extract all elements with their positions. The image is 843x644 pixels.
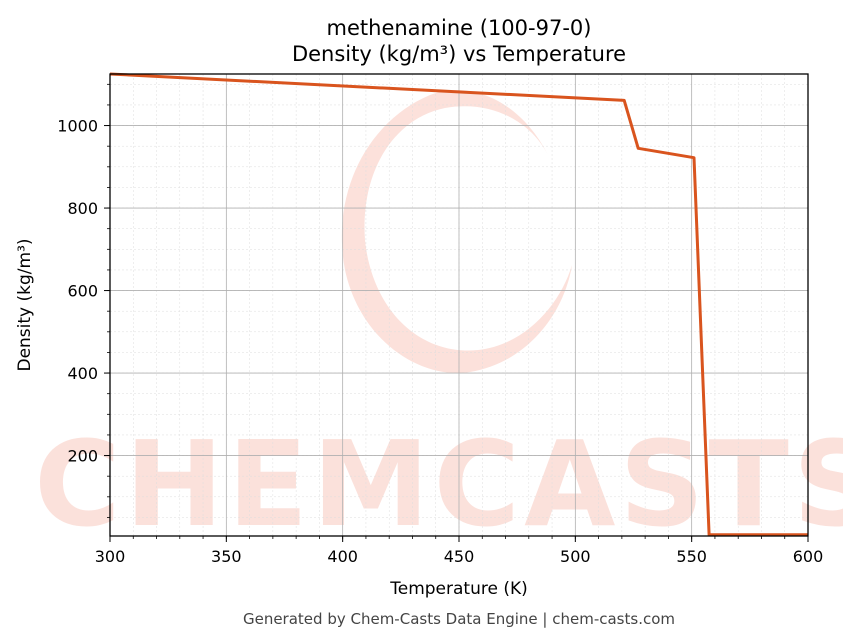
x-tick-label: 450 — [444, 547, 475, 566]
y-tick-label: 800 — [67, 199, 98, 218]
watermark: CHEMCASTS — [34, 90, 843, 553]
watermark-logo-swirl — [341, 90, 572, 374]
y-tick-label: 1000 — [57, 117, 98, 136]
x-axis-label: Temperature (K) — [389, 579, 528, 599]
x-tick-label: 350 — [211, 547, 242, 566]
y-tick-label: 200 — [67, 447, 98, 466]
x-tick-label: 550 — [676, 547, 707, 566]
x-tick-label: 400 — [327, 547, 358, 566]
x-tick-label: 500 — [560, 547, 591, 566]
footer-credit: Generated by Chem-Casts Data Engine | ch… — [243, 610, 675, 628]
y-tick-label: 400 — [67, 364, 98, 383]
chart-title-line-2: Density (kg/m³) vs Temperature — [292, 42, 626, 66]
chart-title-line-1: methenamine (100-97-0) — [327, 16, 592, 40]
x-tick-label: 600 — [793, 547, 824, 566]
x-tick-label: 300 — [95, 547, 126, 566]
axis-ticks: 300 350 400 450 500 550 600 200 400 600 800 1000 — [57, 83, 824, 566]
y-axis-label: Density (kg/m³) — [15, 238, 35, 371]
series-layer — [109, 72, 808, 537]
watermark-text: CHEMCASTS — [34, 415, 843, 553]
y-tick-label: 600 — [67, 282, 98, 301]
density-series-line — [109, 72, 808, 537]
